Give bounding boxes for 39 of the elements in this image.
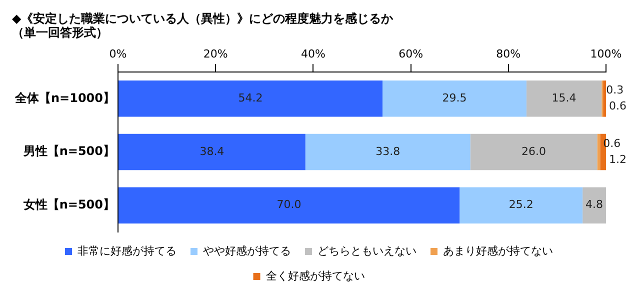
- bar: [582, 187, 606, 224]
- data-label: 70.0: [276, 198, 302, 212]
- bar: [597, 134, 600, 170]
- legend-label: 全く好感が持てない: [266, 269, 365, 282]
- y-tick-label: 女性【n=500】: [22, 197, 115, 212]
- bar: [118, 187, 460, 224]
- data-label: 15.4: [552, 92, 576, 105]
- x-tick-label: 80%: [496, 47, 521, 60]
- bar: [603, 80, 606, 117]
- bar: [382, 80, 526, 117]
- x-tick-label: 60%: [398, 47, 424, 60]
- data-label: 54.2: [238, 92, 263, 105]
- bar: [526, 80, 602, 117]
- chart-subtitle: （単一回答形式）: [12, 26, 108, 40]
- bar: [305, 134, 470, 170]
- legend-label: 非常に好感が持てる: [78, 244, 176, 258]
- bar: [118, 80, 382, 117]
- data-label: 38.4: [200, 144, 224, 158]
- bar: [460, 187, 583, 224]
- x-tick-label: 20%: [203, 47, 228, 60]
- data-label: 1.2: [609, 152, 626, 166]
- data-label: 26.0: [522, 144, 546, 158]
- legend-label: あまり好感が持てない: [443, 244, 553, 258]
- bar: [118, 134, 306, 170]
- data-label: 25.2: [508, 198, 534, 212]
- y-tick-label: 男性【n=500】: [22, 144, 115, 158]
- legend-label: どちらともいえない: [318, 244, 416, 258]
- data-label: 4.8: [586, 198, 604, 212]
- x-tick-label: 100%: [590, 47, 622, 60]
- bar: [470, 134, 598, 170]
- data-label: 0.6: [609, 100, 626, 113]
- data-label: 33.8: [376, 144, 400, 158]
- y-tick-label: 全体【n=1000】: [14, 90, 115, 105]
- legend-label: やや好感が持てる: [203, 244, 291, 258]
- chart-title: ◆《安定した職業についている人（異性）》にどの程度魅力を感じるか: [12, 11, 394, 26]
- x-tick-label: 40%: [300, 47, 326, 60]
- data-label: 29.5: [442, 92, 467, 105]
- data-label: 0.3: [606, 84, 624, 97]
- x-tick-label: 0%: [109, 47, 127, 60]
